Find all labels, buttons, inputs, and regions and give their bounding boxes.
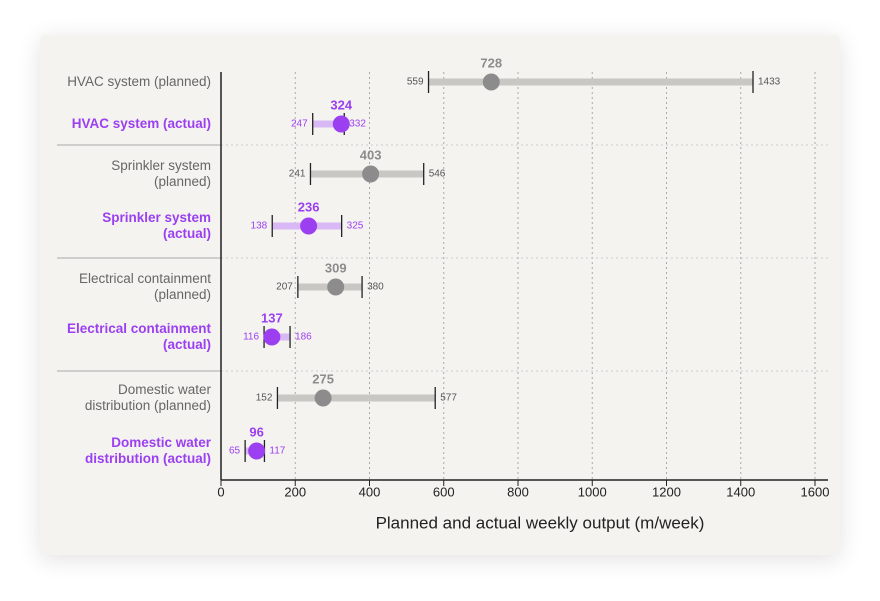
range-bar [277, 394, 436, 402]
dot [327, 278, 345, 296]
x-tick-label: 1000 [578, 484, 607, 499]
low-label: 207 [276, 282, 293, 293]
value-label: 137 [261, 310, 283, 325]
dot [332, 115, 350, 133]
high-label: 1433 [758, 77, 781, 88]
x-tick-label: 600 [433, 484, 455, 499]
high-label: 117 [269, 446, 285, 457]
value-label: 309 [325, 260, 347, 275]
category-label: Sprinkler system (actual) [102, 210, 211, 241]
category-label: Domestic water distribution (planned) [85, 382, 212, 413]
low-label: 116 [243, 332, 259, 343]
chart-card [40, 35, 840, 555]
category-label: HVAC system (planned) [67, 74, 211, 89]
value-label: 96 [249, 424, 263, 439]
high-label: 325 [347, 221, 364, 232]
low-label: 559 [407, 77, 424, 88]
low-label: 247 [291, 119, 308, 130]
low-label: 138 [251, 221, 268, 232]
x-tick-label: 1600 [801, 484, 830, 499]
value-label: 403 [360, 147, 382, 162]
low-label: 65 [229, 446, 241, 457]
low-label: 152 [256, 393, 273, 404]
dot [300, 217, 318, 235]
value-label: 324 [330, 97, 352, 112]
x-axis-label: Planned and actual weekly output (m/week… [376, 513, 705, 532]
high-label: 546 [429, 169, 446, 180]
x-tick-label: 1400 [726, 484, 755, 499]
value-label: 728 [480, 55, 502, 70]
dot [482, 73, 500, 91]
dot [362, 165, 380, 183]
x-tick-label: 400 [359, 484, 381, 499]
low-label: 241 [289, 169, 306, 180]
dot [314, 389, 332, 407]
range-bar [428, 78, 754, 86]
range-bar [312, 120, 345, 128]
high-label: 186 [295, 332, 312, 343]
value-label: 275 [312, 371, 334, 386]
category-label: Domestic water distribution (actual) [85, 435, 212, 466]
category-label: Electrical containment (actual) [67, 321, 212, 352]
x-tick-label: 800 [507, 484, 529, 499]
category-label: Sprinkler system (planned) [111, 158, 211, 189]
value-label: 236 [298, 199, 320, 214]
dot [248, 442, 266, 460]
x-tick-label: 200 [284, 484, 306, 499]
x-tick-label: 0 [217, 484, 224, 499]
high-label: 332 [349, 119, 366, 130]
x-tick-label: 1200 [652, 484, 681, 499]
category-label: HVAC system (actual) [72, 116, 211, 131]
high-label: 577 [440, 393, 457, 404]
dot [263, 328, 281, 346]
high-label: 380 [367, 282, 384, 293]
category-label: Electrical containment (planned) [79, 271, 211, 302]
